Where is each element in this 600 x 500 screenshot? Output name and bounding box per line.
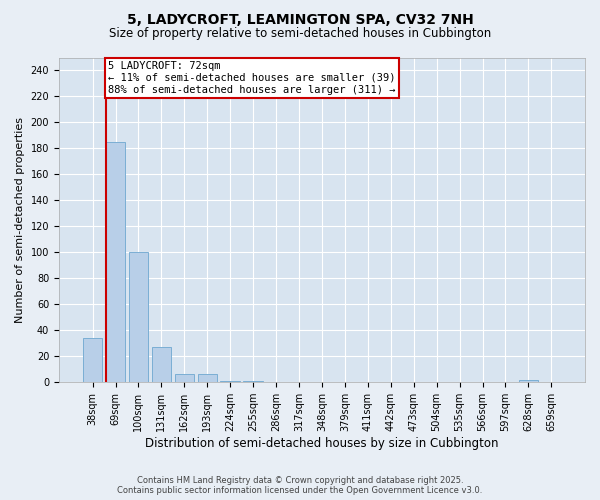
Bar bbox=[175, 374, 194, 382]
Bar bbox=[220, 381, 240, 382]
Bar bbox=[128, 252, 148, 382]
X-axis label: Distribution of semi-detached houses by size in Cubbington: Distribution of semi-detached houses by … bbox=[145, 437, 499, 450]
Bar bbox=[518, 380, 538, 382]
Bar bbox=[83, 338, 103, 382]
Text: Contains HM Land Registry data © Crown copyright and database right 2025.
Contai: Contains HM Land Registry data © Crown c… bbox=[118, 476, 482, 495]
Bar bbox=[197, 374, 217, 382]
Text: 5, LADYCROFT, LEAMINGTON SPA, CV32 7NH: 5, LADYCROFT, LEAMINGTON SPA, CV32 7NH bbox=[127, 12, 473, 26]
Bar bbox=[244, 381, 263, 382]
Y-axis label: Number of semi-detached properties: Number of semi-detached properties bbox=[15, 117, 25, 323]
Text: 5 LADYCROFT: 72sqm
← 11% of semi-detached houses are smaller (39)
88% of semi-de: 5 LADYCROFT: 72sqm ← 11% of semi-detache… bbox=[108, 62, 395, 94]
Bar bbox=[106, 142, 125, 382]
Bar bbox=[152, 347, 171, 382]
Text: Size of property relative to semi-detached houses in Cubbington: Size of property relative to semi-detach… bbox=[109, 28, 491, 40]
